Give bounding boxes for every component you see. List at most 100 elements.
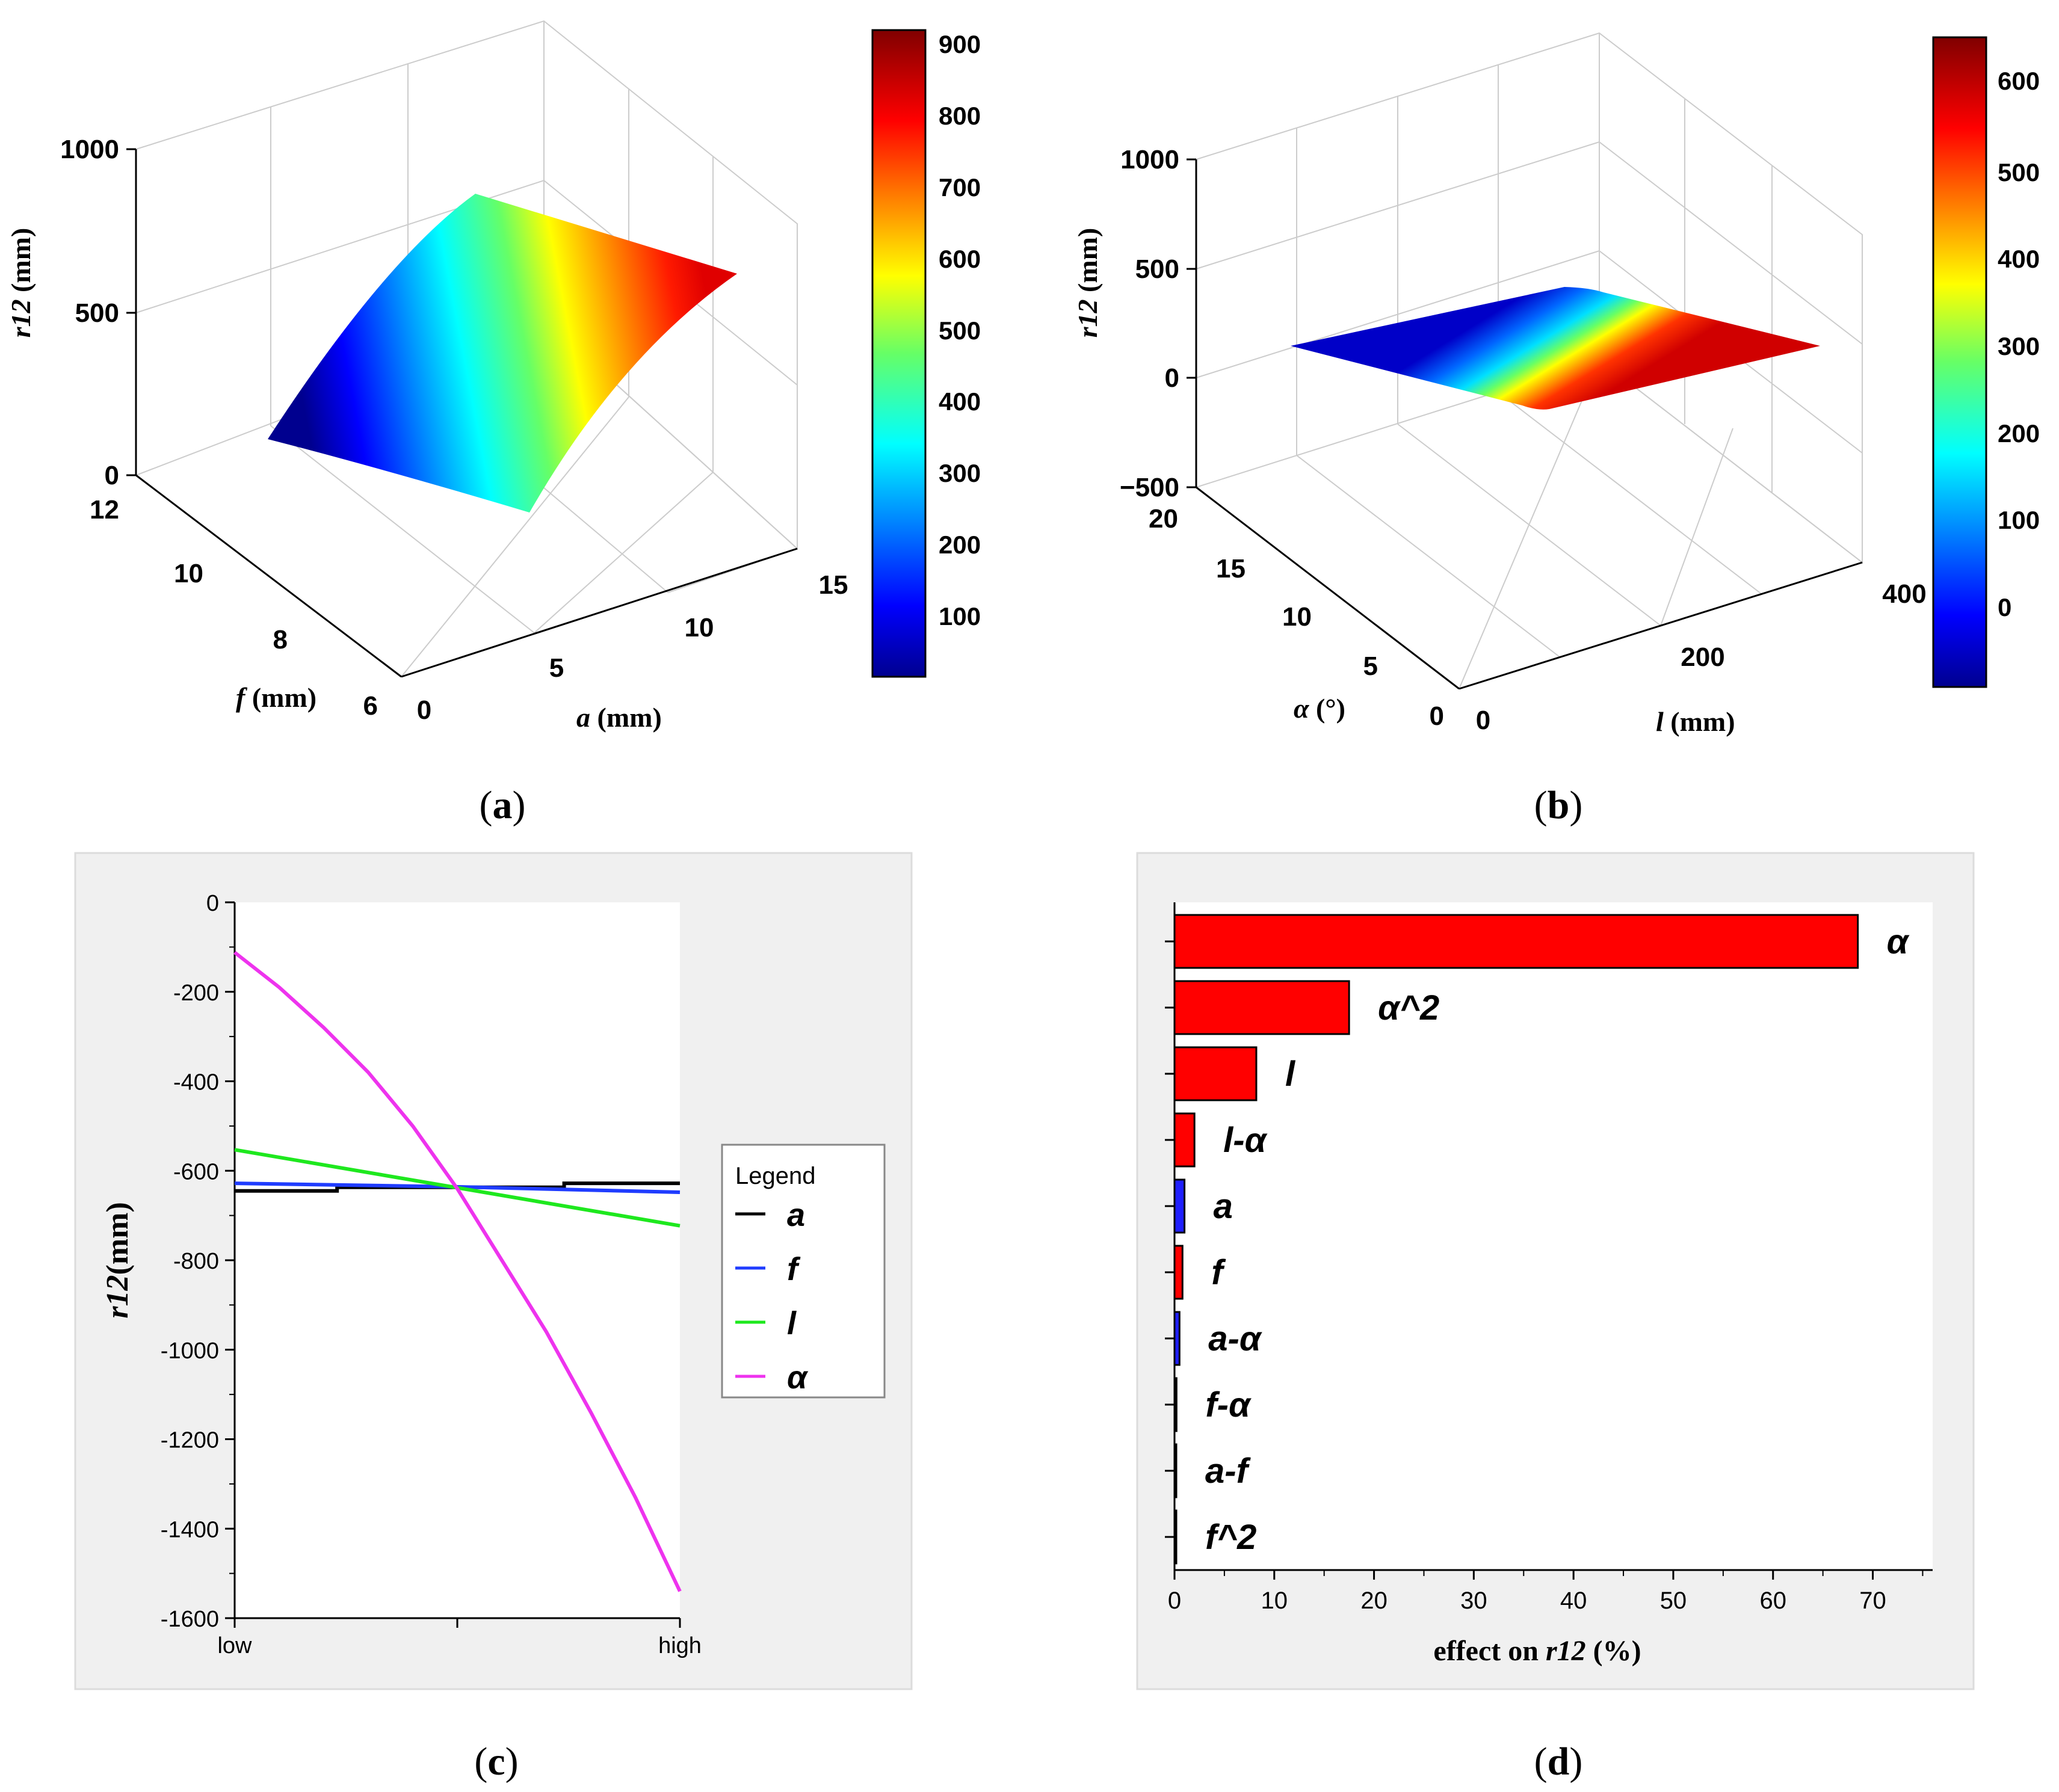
panel-d-bar (1173, 1178, 1186, 1234)
panel-d-x-tick-label: 60 (1759, 1587, 1786, 1614)
panel-b-caption: (b) (1534, 783, 1583, 827)
panel-d-bar-label: α (1887, 922, 1910, 961)
panel-a-colorbar (871, 29, 927, 678)
panel-c-y-tick-label: -400 (173, 1070, 219, 1095)
panel-d-bar (1173, 1443, 1178, 1498)
panel-a-x-ticks: 0 5 10 15 (417, 570, 848, 725)
panel-b-z-label: r12 (mm) (1072, 228, 1103, 338)
panel-a-y-tick: 8 (273, 625, 288, 654)
panel-c-y-label: r12(mm) (100, 1202, 135, 1319)
panel-d-x-tick-label: 50 (1660, 1587, 1687, 1614)
panel-b-y-tick: 10 (1282, 602, 1312, 632)
panel-c-y-tick-label: -600 (173, 1159, 219, 1184)
panel-b-z-tick: 1000 (1120, 145, 1179, 174)
panel-a-y-tick: 10 (174, 559, 203, 588)
panel-b: 1000 500 0 −500 20 15 10 5 0 0 200 400 r… (1072, 32, 2040, 827)
panel-c-legend-label: l (787, 1305, 797, 1341)
panel-b-colorbar-ticks: 0 100 200 300 400 500 600 (1998, 67, 2040, 621)
panel-a-caption: (a) (480, 783, 526, 827)
panel-a-x-label: a (mm) (576, 702, 662, 733)
panel-c-caption: (c) (474, 1740, 518, 1784)
panel-d-x-label: effect on r12 (%) (1433, 1635, 1641, 1667)
panel-c-y-tick-label: -200 (173, 981, 219, 1006)
panel-c-x-ticks: low high (217, 1618, 702, 1658)
panel-d-x-tick-label: 70 (1859, 1587, 1886, 1614)
panel-d-bar (1173, 1245, 1184, 1300)
panel-b-z-tick: 500 (1135, 254, 1179, 284)
panel-c-y-tick-label: -1400 (161, 1517, 219, 1542)
panel-b-cbar-tick: 600 (1998, 67, 2040, 95)
panel-a-y-tick: 12 (90, 495, 119, 525)
panel-a-z-label: r12 (mm) (5, 228, 36, 338)
panel-a-y-tick: 6 (363, 691, 378, 721)
panel-b-y-tick: 20 (1149, 504, 1178, 534)
panel-c-y-tick-label: -1000 (161, 1338, 219, 1364)
panel-b-y-tick: 15 (1216, 554, 1246, 583)
panel-a-y-label: f (mm) (236, 682, 316, 713)
panel-c-series-line (233, 950, 682, 1592)
panel-b-y-label: α (°) (1294, 693, 1345, 724)
panel-b-cbar-tick: 400 (1998, 245, 2040, 273)
panel-d-bar (1173, 914, 1859, 969)
panel-b-cbar-tick: 100 (1998, 506, 2040, 534)
panel-b-y-ticks: 20 15 10 5 0 (1149, 504, 1444, 731)
panel-c-legend-label: α (787, 1359, 809, 1396)
panel-d-bar (1173, 980, 1350, 1035)
panel-c-x-tick-label: high (658, 1633, 702, 1658)
panel-a: 1000 500 0 12 10 8 6 0 5 10 15 r12 (mm) … (5, 20, 981, 827)
panel-c-y-ticks: 0 -200 -400 -600 -800 -1000 -1200 -1400 -1600 (161, 891, 235, 1632)
panel-d-caption: (d) (1534, 1740, 1583, 1784)
panel-b-surface (1291, 287, 1820, 410)
panel-c-y-tick-label: -800 (173, 1249, 219, 1274)
panel-a-x-tick: 15 (819, 570, 848, 600)
panel-a-z-tick: 0 (105, 461, 119, 490)
panel-a-z-tick: 1000 (60, 135, 119, 164)
panel-a-cbar-tick: 200 (939, 531, 981, 559)
panel-d-bar (1173, 1112, 1196, 1168)
panel-d-bar-label: f-α (1205, 1385, 1252, 1424)
panel-b-colorbar (1932, 36, 1987, 688)
panel-b-z-tick: −500 (1120, 473, 1179, 502)
panel-c-y-tick-label: -1200 (161, 1428, 219, 1453)
panel-d-bar-label: f^2 (1205, 1518, 1256, 1557)
panel-d-bar-label: l (1285, 1055, 1296, 1094)
panel-a-colorbar-ticks: 100 200 300 400 500 600 700 800 900 (939, 30, 981, 630)
panel-d-bar (1173, 1377, 1178, 1432)
panel-b-axes (1187, 158, 1863, 690)
panel-d-bar (1173, 1046, 1258, 1101)
panel-a-cbar-tick: 700 (939, 173, 981, 202)
panel-c-legend-label: f (787, 1251, 801, 1287)
panel-d-bar-label: a-α (1208, 1319, 1262, 1358)
panel-d-bar (1173, 1509, 1178, 1565)
panel-b-y-tick: 5 (1363, 651, 1378, 681)
panel-d-x-tick-label: 30 (1460, 1587, 1487, 1614)
panel-a-cbar-tick: 900 (939, 30, 981, 58)
panel-a-cbar-tick: 400 (939, 387, 981, 416)
panel-a-axes (126, 148, 798, 678)
panel-a-cbar-tick: 100 (939, 602, 981, 630)
panel-c: 0 -200 -400 -600 -800 -1000 -1200 -1400 -1600 lo… (74, 852, 913, 1784)
panel-a-cbar-tick: 300 (939, 459, 981, 487)
panel-a-x-tick: 10 (685, 613, 714, 642)
panel-d-bar-label: a-f (1205, 1452, 1252, 1491)
panel-c-legend-label: a (787, 1197, 805, 1233)
panel-c-legend-box (721, 1144, 886, 1399)
panel-b-x-tick: 0 (1476, 706, 1490, 735)
panel-b-x-tick: 200 (1681, 642, 1724, 672)
panel-d-x-tick-label: 20 (1360, 1587, 1388, 1614)
panel-a-cbar-tick: 600 (939, 245, 981, 273)
panel-a-y-ticks: 12 10 8 6 (90, 495, 378, 721)
panel-b-z-ticks: 1000 500 0 −500 (1120, 145, 1179, 502)
panel-b-cbar-tick: 0 (1998, 593, 2011, 621)
panel-b-y-tick: 0 (1430, 701, 1444, 731)
panel-a-z-tick: 500 (75, 298, 119, 328)
panel-b-cbar-tick: 200 (1998, 419, 2040, 448)
panel-c-plot-area (235, 902, 680, 1618)
panel-d-x-ticks: 0 10 20 30 40 50 60 70 (1168, 1570, 1924, 1614)
panel-c-y-tick-label: -1600 (161, 1607, 219, 1632)
